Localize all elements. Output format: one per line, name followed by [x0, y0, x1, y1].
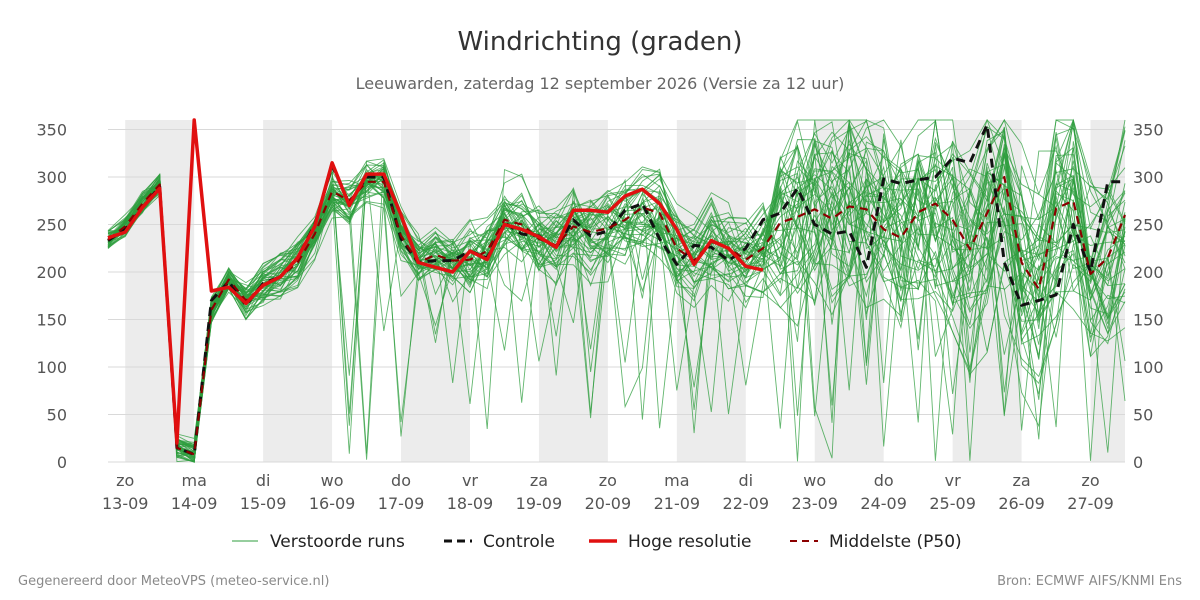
y-tick-left-200: 200 [36, 263, 67, 282]
x-tick-date-8: 21-09 [654, 494, 701, 513]
y-tick-left-300: 300 [36, 168, 67, 187]
x-tick-day-9: di [738, 471, 753, 490]
footer-source: Bron: ECMWF AIFS/KNMI Ens [997, 574, 1182, 589]
x-tick-date-12: 25-09 [929, 494, 976, 513]
ensemble-run-4 [107, 126, 1126, 439]
night-band-3 [538, 120, 608, 462]
y-tick-right-300: 300 [1133, 168, 1164, 187]
y-tick-right-100: 100 [1133, 358, 1164, 377]
x-tick-day-2: di [256, 471, 271, 490]
x-tick-day-11: do [874, 471, 894, 490]
y-axis-right: 0 50 100 150 200 250 300 350 [1133, 121, 1164, 473]
x-tick-date-10: 23-09 [791, 494, 838, 513]
x-tick-date-3: 16-09 [309, 494, 356, 513]
x-tick-day-13: za [1012, 471, 1030, 490]
x-tick-day-8: ma [664, 471, 689, 490]
y-tick-right-350: 350 [1133, 121, 1164, 140]
y-tick-right-150: 150 [1133, 311, 1164, 330]
ensemble-run-41 [107, 119, 1126, 453]
x-axis: zo 13-09 ma 14-09 di 15-09 wo 16-09 do 17-09 vr 18-… [102, 471, 1114, 513]
ensemble-run-40 [107, 131, 1126, 463]
ensemble-run-28 [107, 118, 1126, 463]
x-tick-day-7: zo [599, 471, 617, 490]
ensemble-run-45 [107, 141, 1126, 463]
legend-label-middelste: Middelste (P50) [829, 532, 962, 552]
series-lines [107, 118, 1127, 456]
footer-generated-by: Gegenereerd door MeteoVPS (meteo-service… [18, 574, 329, 589]
x-tick-day-1: ma [181, 471, 206, 490]
chart-title: Windrichting (graden) [457, 27, 742, 57]
y-tick-right-50: 50 [1133, 406, 1153, 425]
legend-label-ensemble: Verstoorde runs [270, 532, 405, 552]
ensemble-run-38 [107, 130, 1126, 463]
x-tick-day-6: za [530, 471, 548, 490]
x-tick-day-10: wo [803, 471, 826, 490]
x-tick-day-14: zo [1081, 471, 1099, 490]
x-tick-day-4: do [391, 471, 411, 490]
y-tick-left-0: 0 [57, 453, 67, 472]
y-tick-right-0: 0 [1133, 453, 1143, 472]
x-tick-date-7: 20-09 [585, 494, 632, 513]
x-tick-day-5: vr [462, 471, 478, 490]
y-tick-right-200: 200 [1133, 263, 1164, 282]
ensemble-run-48 [107, 146, 1126, 461]
x-tick-day-3: wo [321, 471, 344, 490]
series-line-hoge-resolutie [107, 118, 764, 445]
x-tick-date-5: 18-09 [447, 494, 494, 513]
y-tick-left-250: 250 [36, 216, 67, 235]
y-tick-left-100: 100 [36, 358, 67, 377]
x-tick-date-11: 24-09 [860, 494, 907, 513]
x-tick-day-0: zo [116, 471, 134, 490]
legend-label-hoge-resolutie: Hoge resolutie [628, 532, 752, 552]
x-tick-day-12: vr [945, 471, 961, 490]
ensemble-run-37 [107, 119, 1126, 460]
ensemble-run-12 [107, 134, 1126, 463]
x-tick-date-13: 26-09 [998, 494, 1045, 513]
x-tick-date-1: 14-09 [171, 494, 218, 513]
y-tick-left-350: 350 [36, 121, 67, 140]
x-tick-date-4: 17-09 [378, 494, 425, 513]
y-tick-left-50: 50 [47, 406, 67, 425]
x-tick-date-6: 19-09 [516, 494, 563, 513]
ensemble-runs [107, 118, 1126, 463]
x-tick-date-0: 13-09 [102, 494, 149, 513]
y-tick-left-150: 150 [36, 311, 67, 330]
x-tick-date-9: 22-09 [723, 494, 770, 513]
x-tick-date-2: 15-09 [240, 494, 287, 513]
y-tick-right-250: 250 [1133, 216, 1164, 235]
legend-label-controle: Controle [483, 532, 555, 552]
ensemble-run-35 [107, 119, 1126, 463]
x-tick-date-14: 27-09 [1067, 494, 1114, 513]
ensemble-run-46 [107, 118, 1126, 463]
y-axis-left: 0 50 100 150 200 250 300 350 [36, 121, 67, 473]
chart-subtitle: Leeuwarden, zaterdag 12 september 2026 (… [356, 74, 845, 93]
legend: Verstoorde runs Controle Hoge resolutie … [232, 532, 962, 552]
